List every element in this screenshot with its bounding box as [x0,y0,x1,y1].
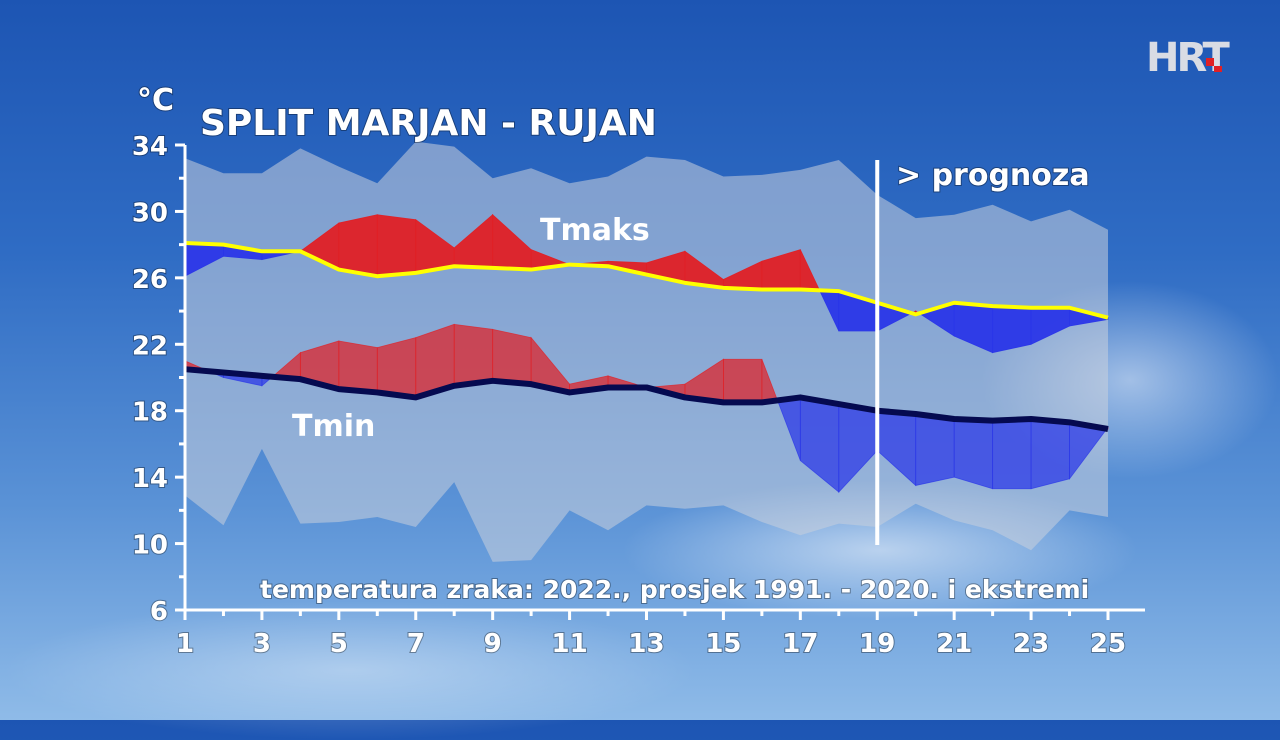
y-axis-unit: °C [137,83,174,118]
tmin-anomaly-below-average [992,418,1032,490]
tmin-anomaly-above-average [492,328,532,385]
y-tick-label: 14 [132,464,168,494]
tmaks-average-line [184,240,1109,320]
x-tick-label: 1 [176,629,194,659]
logo-red-square [1214,66,1222,72]
y-tick-label: 26 [132,265,168,295]
tmin-anomaly-above-average [723,358,763,403]
x-tick-label: 3 [253,629,271,659]
cloud-decoration [0,600,700,740]
tmin-anomaly-above-average [376,337,417,398]
y-tick-label: 18 [132,398,168,428]
hrt-logo: HRT [1146,35,1233,81]
tmin-average-line [184,366,1109,432]
logo-text: HRT [1146,35,1230,81]
x-tick-label: 11 [551,629,587,659]
tmin-anomaly-below-average [915,413,955,486]
forecast-label: > prognoza [896,158,1090,193]
chart-title: SPLIT MARJAN - RUJAN [200,103,657,144]
chart-subtitle: temperatura zraka: 2022., prosjek 1991. … [260,575,1089,604]
y-tick-label: 30 [132,198,168,228]
x-tick-label: 5 [330,629,348,659]
tmin-anomaly-below-average [953,418,994,490]
tmin-anomaly-above-average [338,340,378,393]
average-lines [184,240,1109,432]
x-tick-label: 7 [407,629,425,659]
y-tick-label: 6 [150,597,168,627]
tmaks-anomaly-below-average [992,305,1032,354]
tmin-anomaly-below-average [1030,418,1070,490]
y-tick-label: 10 [132,531,168,561]
x-tick-label: 15 [705,629,741,659]
series-label-tmin: Tmin [292,409,375,444]
series-label-tmaks: Tmaks [540,213,650,248]
y-tick-label: 34 [132,132,168,162]
y-tick-label: 22 [132,331,168,361]
x-tick-label: 23 [1013,629,1049,659]
tmaks-anomaly-above-average [376,214,417,277]
x-tick-label: 13 [628,629,664,659]
logo-red-square [1206,58,1214,66]
x-tick-label: 17 [782,629,818,659]
x-tick-label: 9 [484,629,502,659]
x-tick-label: 25 [1090,629,1126,659]
x-tick-label: 19 [859,629,895,659]
x-tick-label: 21 [936,629,972,659]
anomaly-areas [184,213,1109,494]
tmin-anomaly-above-average [453,323,494,387]
tmaks-anomaly-above-average [338,214,378,277]
